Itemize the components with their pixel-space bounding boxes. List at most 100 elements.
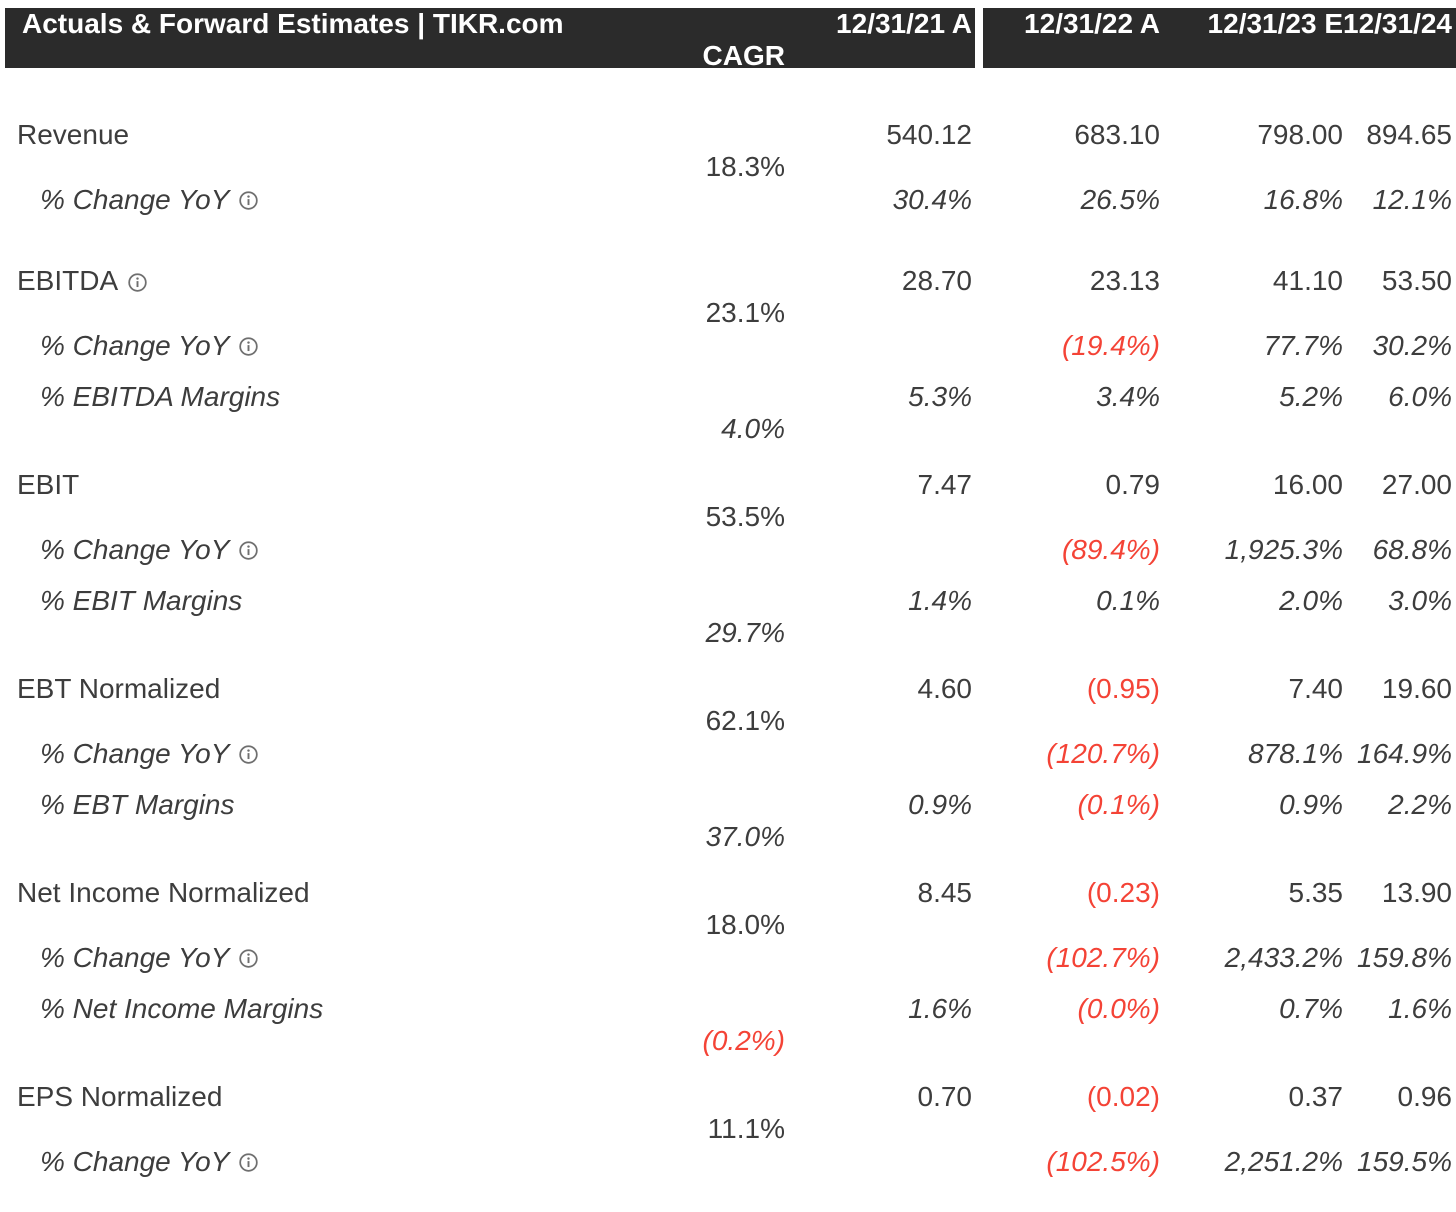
row-label: EBT Normalized — [0, 673, 785, 705]
cell-col-4: 159.5% — [1357, 1145, 1452, 1177]
cell-col-1: 28.70 — [901, 265, 972, 296]
table-row: % Change YoY (19.4%) 77.7% 30.2% — [0, 323, 1456, 381]
cell-col-1: 540.12 — [886, 119, 972, 150]
table-row: EBT Normalized 4.60 (0.95) 7.40 19.60 62… — [0, 673, 1456, 736]
cell-col-4: 53.50 — [1381, 265, 1452, 296]
table-row: EPS Normalized 0.70 (0.02) 0.37 0.96 11.… — [0, 1081, 1456, 1144]
cell-col-2: (0.1%) — [1077, 789, 1160, 820]
cell-col-5: 4.0% — [721, 413, 785, 444]
table-header: Actuals & Forward Estimates | TIKR.com 1… — [5, 8, 1456, 71]
cell-col-4: 3.0% — [1388, 585, 1452, 616]
cell-col-5: 53.5% — [705, 501, 785, 532]
info-icon[interactable] — [127, 272, 148, 293]
row-label: Net Income Normalized — [0, 877, 785, 909]
cell-col-1: 8.45 — [917, 877, 973, 908]
table-row: Net Income Normalized 8.45 (0.23) 5.35 1… — [0, 877, 1456, 940]
cell-col-4: 164.9% — [1357, 737, 1452, 769]
info-icon[interactable] — [238, 744, 259, 765]
cell-col-4: 30.2% — [1372, 329, 1452, 361]
cell-col-5: 18.0% — [705, 909, 785, 940]
cell-col-2: (19.4%) — [1061, 329, 1160, 361]
cell-col-3: 0.7% — [1279, 993, 1343, 1024]
cell-col-3: 1,925.3% — [1224, 533, 1343, 565]
table-row: Revenue 540.12 683.10 798.00 894.65 18.3… — [0, 119, 1456, 182]
cell-col-5: 37.0% — [705, 821, 785, 852]
cell-col-5: 62.1% — [705, 705, 785, 736]
cell-col-1: 4.60 — [917, 673, 973, 704]
row-label-text: EBT Normalized — [17, 673, 221, 704]
cell-col-1: 0.70 — [917, 1081, 973, 1112]
cell-col-2: (0.0%) — [1077, 993, 1160, 1024]
cell-col-2: (0.02) — [1086, 1081, 1160, 1112]
cell-col-1: 30.4% — [892, 183, 972, 215]
cell-col-2: 23.13 — [1089, 265, 1160, 296]
info-icon[interactable] — [238, 948, 259, 969]
row-label-text: % Change YoY — [40, 329, 230, 361]
column-header-12-31-24-e: 12/31/24 E — [1343, 8, 1456, 39]
row-label: % EBIT Margins — [0, 585, 785, 617]
cell-col-2: 683.10 — [1074, 119, 1160, 150]
cell-col-3: 7.40 — [1288, 673, 1344, 704]
row-label-text: % Change YoY — [40, 1145, 230, 1177]
metric-section: EPS Normalized 0.70 (0.02) 0.37 0.96 11.… — [0, 1081, 1456, 1197]
cell-col-4: 27.00 — [1381, 469, 1452, 500]
cell-col-3: 0.37 — [1288, 1081, 1344, 1112]
cell-col-4: 1.6% — [1388, 993, 1452, 1024]
info-icon[interactable] — [238, 540, 259, 561]
cell-col-2: 0.79 — [1105, 469, 1161, 500]
cell-col-3: 77.7% — [1263, 329, 1343, 361]
row-label: % Change YoY — [0, 534, 785, 566]
table-row: % Net Income Margins 1.6% (0.0%) 0.7% 1.… — [0, 993, 1456, 1056]
cell-col-3: 878.1% — [1248, 737, 1343, 769]
table-row: EBITDA 28.70 23.13 41.10 53.50 23.1% — [0, 265, 1456, 328]
info-icon[interactable] — [238, 190, 259, 211]
row-label-text: % Change YoY — [40, 941, 230, 973]
metric-section: Revenue 540.12 683.10 798.00 894.65 18.3… — [0, 119, 1456, 235]
cell-col-4: 13.90 — [1381, 877, 1452, 908]
table-row: EBIT 7.47 0.79 16.00 27.00 53.5% — [0, 469, 1456, 532]
table-row: % Change YoY (89.4%) 1,925.3% 68.8% — [0, 527, 1456, 585]
cell-col-5: 23.1% — [705, 297, 785, 328]
row-label-text: % Net Income Margins — [40, 993, 324, 1024]
info-icon[interactable] — [238, 1152, 259, 1173]
row-label-text: EBITDA — [17, 265, 119, 296]
cell-col-3: 16.00 — [1272, 469, 1343, 500]
row-label-text: EBIT — [17, 469, 80, 500]
row-label: EPS Normalized — [0, 1081, 785, 1113]
row-label: % Change YoY — [0, 184, 785, 216]
row-label: % EBITDA Margins — [0, 381, 785, 413]
table-row: % EBITDA Margins 5.3% 3.4% 5.2% 6.0% 4.0… — [0, 381, 1456, 444]
cell-col-5: 18.3% — [705, 151, 785, 182]
cell-col-4: 68.8% — [1372, 533, 1452, 565]
cell-col-1: 7.47 — [917, 469, 973, 500]
cell-col-1: 5.3% — [908, 381, 972, 412]
row-label: % Change YoY — [0, 1146, 785, 1178]
table-row: % EBT Margins 0.9% (0.1%) 0.9% 2.2% 37.0… — [0, 789, 1456, 852]
column-header-12-31-22-a: 12/31/22 A — [1024, 8, 1160, 39]
cell-col-4: 19.60 — [1381, 673, 1452, 704]
row-label-text: % Change YoY — [40, 533, 230, 565]
cell-col-3: 5.35 — [1288, 877, 1344, 908]
row-label: % Net Income Margins — [0, 993, 785, 1025]
cell-col-3: 2.0% — [1279, 585, 1343, 616]
cell-col-2: 0.1% — [1096, 585, 1160, 616]
cell-col-4: 159.8% — [1357, 941, 1452, 973]
table-title: Actuals & Forward Estimates | TIKR.com — [22, 8, 564, 39]
table-row: % Change YoY (120.7%) 878.1% 164.9% — [0, 731, 1456, 789]
cell-col-3: 0.9% — [1279, 789, 1343, 820]
cell-col-3: 2,251.2% — [1224, 1145, 1343, 1177]
column-header-cagr: CAGR — [702, 40, 785, 71]
cell-col-1: 1.6% — [908, 993, 972, 1024]
table-row: % EBIT Margins 1.4% 0.1% 2.0% 3.0% 29.7% — [0, 585, 1456, 648]
cell-col-5: (0.2%) — [702, 1025, 785, 1056]
metric-section: EBT Normalized 4.60 (0.95) 7.40 19.60 62… — [0, 673, 1456, 852]
info-icon[interactable] — [238, 336, 259, 357]
row-label: % Change YoY — [0, 942, 785, 974]
cell-col-4: 2.2% — [1388, 789, 1452, 820]
row-label: % Change YoY — [0, 330, 785, 362]
column-header-12-31-23-e: 12/31/23 E — [1207, 8, 1343, 39]
cell-col-5: 11.1% — [707, 1113, 785, 1144]
row-label-text: % EBIT Margins — [40, 585, 243, 616]
cell-col-2: (102.5%) — [1046, 1145, 1160, 1177]
row-label: Revenue — [0, 119, 785, 151]
